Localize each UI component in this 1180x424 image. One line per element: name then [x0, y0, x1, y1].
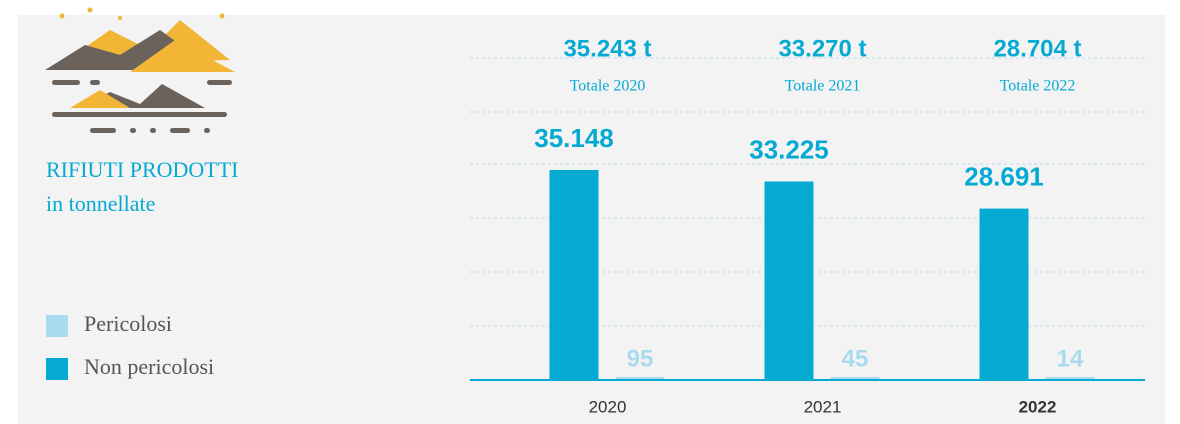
total-label: 28.704 t: [993, 35, 1081, 62]
value-label: 35.148: [534, 123, 614, 153]
bar: [830, 377, 880, 380]
total-label: 33.270 t: [778, 35, 866, 62]
value-label: 28.691: [964, 161, 1044, 191]
value-label: 45: [842, 345, 869, 372]
x-tick-label: 2020: [589, 397, 627, 416]
total-caption: Totale 2022: [1000, 78, 1076, 95]
value-label: 95: [627, 345, 654, 372]
value-label: 14: [1057, 345, 1084, 372]
bar: [549, 169, 599, 380]
chart-title: RIFIUTI PRODOTTI: [46, 157, 239, 182]
total-caption: Totale 2021: [785, 78, 861, 95]
legend-swatch: [46, 315, 68, 337]
legend-swatch: [46, 358, 68, 380]
total-caption: Totale 2020: [570, 78, 646, 95]
x-tick-label: 2021: [804, 397, 842, 416]
bar: [979, 208, 1029, 380]
icon: [45, 7, 235, 133]
x-tick-label: 2022: [1019, 397, 1057, 416]
legend-label: Pericolosi: [84, 311, 172, 336]
bar: [764, 181, 814, 380]
bar: [615, 377, 665, 380]
legend-label: Non pericolosi: [84, 354, 214, 379]
total-label: 35.243 t: [563, 35, 651, 62]
bar: [1045, 377, 1095, 380]
value-label: 33.225: [749, 134, 829, 164]
chart-subtitle: in tonnellate: [46, 191, 155, 216]
